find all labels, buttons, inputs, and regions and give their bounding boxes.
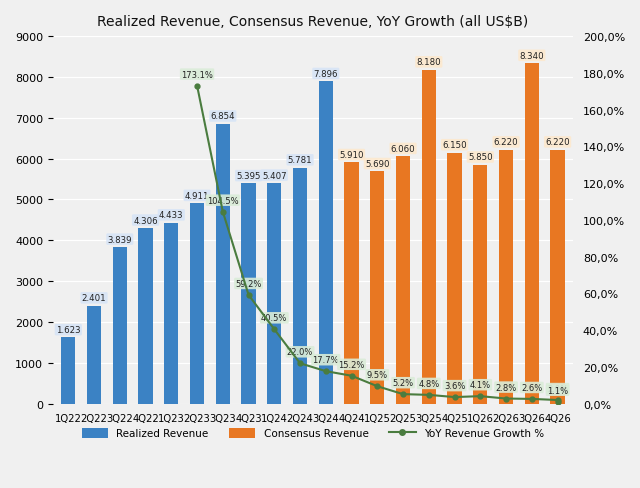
- Bar: [396, 157, 410, 404]
- Text: 6.220: 6.220: [494, 138, 518, 147]
- Text: 1.1%: 1.1%: [547, 386, 568, 395]
- Text: 5.910: 5.910: [339, 151, 364, 160]
- Text: 6.854: 6.854: [211, 112, 235, 121]
- Bar: [473, 165, 488, 404]
- Text: 5.395: 5.395: [236, 172, 261, 181]
- Text: 6.060: 6.060: [391, 144, 415, 154]
- Text: 9.5%: 9.5%: [367, 370, 388, 380]
- Bar: [293, 168, 307, 404]
- Text: 1.623: 1.623: [56, 325, 81, 334]
- Bar: [525, 64, 539, 404]
- Bar: [138, 228, 152, 404]
- Text: 2.6%: 2.6%: [521, 383, 543, 392]
- Text: 22.0%: 22.0%: [287, 347, 313, 357]
- Text: 2.8%: 2.8%: [495, 383, 516, 392]
- Text: 3.839: 3.839: [108, 235, 132, 244]
- Bar: [319, 82, 333, 404]
- Text: 5.407: 5.407: [262, 171, 287, 180]
- Text: 5.781: 5.781: [288, 156, 312, 165]
- Text: 6.150: 6.150: [442, 141, 467, 150]
- Text: 5.690: 5.690: [365, 160, 390, 169]
- Text: 4.433: 4.433: [159, 211, 184, 220]
- Text: 5.2%: 5.2%: [392, 378, 413, 387]
- Bar: [268, 183, 282, 404]
- Title: Realized Revenue, Consensus Revenue, YoY Growth (all US$B): Realized Revenue, Consensus Revenue, YoY…: [97, 15, 529, 29]
- Text: 5.850: 5.850: [468, 153, 493, 162]
- Bar: [216, 124, 230, 404]
- Bar: [370, 172, 385, 404]
- Text: 17.7%: 17.7%: [312, 355, 339, 365]
- Bar: [422, 70, 436, 404]
- Bar: [241, 184, 255, 404]
- Text: 6.220: 6.220: [545, 138, 570, 147]
- Bar: [447, 153, 461, 404]
- Text: 173.1%: 173.1%: [181, 70, 213, 80]
- Bar: [190, 203, 204, 404]
- Text: 15.2%: 15.2%: [339, 360, 365, 369]
- Text: 7.896: 7.896: [314, 70, 338, 79]
- Text: 2.401: 2.401: [82, 294, 106, 303]
- Text: 4.1%: 4.1%: [470, 381, 491, 389]
- Text: 3.6%: 3.6%: [444, 381, 465, 390]
- Bar: [164, 223, 179, 404]
- Text: 104.5%: 104.5%: [207, 196, 239, 205]
- Text: 59.2%: 59.2%: [236, 279, 262, 288]
- Bar: [87, 306, 101, 404]
- Legend: Realized Revenue, Consensus Revenue, YoY Revenue Growth %: Realized Revenue, Consensus Revenue, YoY…: [77, 424, 548, 443]
- Bar: [61, 338, 76, 404]
- Bar: [499, 150, 513, 404]
- Bar: [550, 150, 564, 404]
- Text: 8.180: 8.180: [417, 58, 441, 67]
- Text: 4.911: 4.911: [185, 191, 209, 201]
- Text: 4.306: 4.306: [133, 216, 158, 225]
- Text: 2.0%: 2.0%: [547, 384, 568, 393]
- Bar: [344, 163, 358, 404]
- Text: 4.8%: 4.8%: [418, 379, 440, 388]
- Bar: [113, 247, 127, 404]
- Text: 40.5%: 40.5%: [261, 314, 287, 323]
- Text: 8.340: 8.340: [520, 52, 544, 61]
